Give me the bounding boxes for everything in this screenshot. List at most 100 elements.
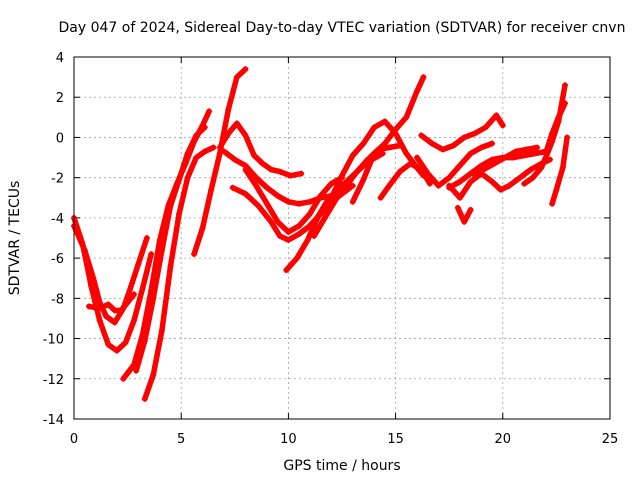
data-point	[527, 166, 534, 173]
data-point	[478, 144, 485, 151]
y-tick-label: 4	[56, 51, 64, 66]
data-point	[131, 317, 138, 324]
data-point	[489, 140, 496, 147]
data-point	[499, 122, 506, 129]
y-axis-label: SDTVAR / TECUs	[7, 181, 23, 296]
series-s25	[549, 134, 571, 207]
data-point	[542, 150, 549, 157]
data-point	[523, 146, 530, 153]
data-point	[148, 251, 155, 258]
data-point	[210, 144, 217, 151]
data-point	[287, 172, 294, 179]
data-point	[461, 218, 468, 225]
data-point	[491, 160, 498, 167]
data-point	[435, 182, 442, 189]
data-point	[403, 150, 410, 157]
data-point	[321, 214, 328, 221]
data-point	[263, 184, 270, 191]
data-point	[216, 150, 223, 157]
data-point	[469, 170, 476, 177]
data-point	[349, 198, 356, 205]
x-axis-label: GPS time / hours	[283, 458, 400, 474]
data-point	[332, 196, 339, 203]
data-point	[396, 168, 403, 175]
series-s21	[446, 156, 553, 201]
data-point	[377, 194, 384, 201]
y-tick-label: 0	[56, 131, 64, 146]
data-point	[118, 307, 125, 314]
data-point	[349, 182, 356, 189]
data-point	[414, 88, 421, 95]
data-point	[555, 114, 562, 121]
data-point	[298, 170, 305, 177]
x-tick-label: 25	[602, 432, 619, 447]
data-point	[253, 174, 260, 181]
data-point	[561, 100, 568, 107]
x-tick-label: 20	[495, 432, 512, 447]
y-tick-label: 2	[56, 91, 64, 106]
data-point	[456, 178, 463, 185]
data-point	[311, 232, 318, 239]
x-tick-label: 15	[387, 432, 404, 447]
series-s22	[454, 204, 474, 225]
data-point	[538, 164, 545, 171]
data-point	[233, 74, 240, 81]
series-s7	[191, 66, 249, 258]
y-tick-label: -12	[43, 373, 64, 388]
data-point	[283, 267, 290, 274]
data-point	[531, 150, 538, 157]
data-point	[199, 224, 206, 231]
series-s15	[349, 74, 427, 205]
data-point	[381, 118, 388, 125]
data-point	[285, 198, 292, 205]
data-point	[135, 261, 142, 268]
data-point	[285, 237, 292, 244]
data-point	[259, 160, 266, 167]
data-point	[167, 263, 174, 270]
data-point	[201, 124, 208, 131]
data-point	[371, 150, 378, 157]
series-line	[542, 100, 568, 157]
data-point	[105, 301, 112, 308]
data-point	[263, 200, 270, 207]
series-s16	[377, 160, 433, 201]
data-point	[386, 182, 393, 189]
data-point	[456, 194, 463, 201]
data-point	[126, 287, 133, 294]
data-point	[276, 232, 283, 239]
data-point	[242, 132, 249, 139]
data-point	[242, 166, 249, 173]
data-point	[113, 347, 120, 354]
data-point	[512, 148, 519, 155]
data-point	[158, 327, 165, 334]
data-point	[549, 200, 556, 207]
data-point	[103, 313, 110, 320]
data-point	[471, 130, 478, 137]
data-point	[461, 134, 468, 141]
data-point	[191, 251, 198, 258]
data-point	[111, 307, 118, 314]
data-point	[225, 106, 232, 113]
data-point	[559, 164, 566, 171]
data-point	[139, 285, 146, 292]
data-point	[193, 154, 200, 161]
data-point	[501, 154, 508, 161]
data-point	[407, 160, 414, 167]
data-point	[167, 202, 174, 209]
series-line	[414, 140, 495, 189]
data-point	[467, 150, 474, 157]
data-point	[206, 108, 213, 115]
data-point	[208, 186, 215, 193]
data-point	[328, 180, 335, 187]
data-point	[354, 168, 361, 175]
data-point	[158, 247, 165, 254]
data-point	[268, 218, 275, 225]
data-point	[529, 174, 536, 181]
data-point	[521, 180, 528, 187]
series-s20	[469, 144, 541, 177]
data-point	[386, 144, 393, 151]
data-point	[482, 124, 489, 131]
data-point	[293, 255, 300, 262]
data-point	[274, 218, 281, 225]
data-point	[506, 182, 513, 189]
